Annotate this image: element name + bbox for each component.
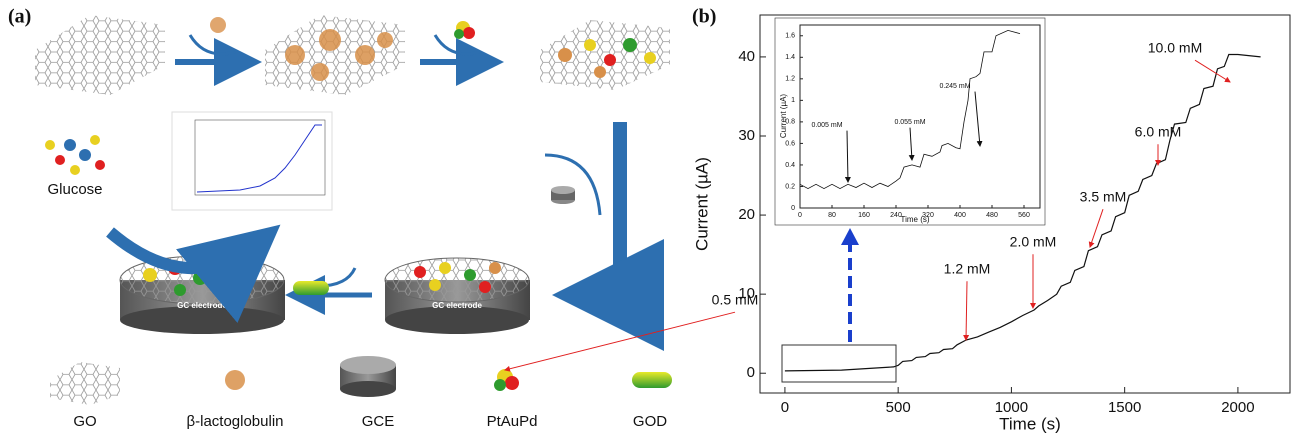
y-tick-label: 40 bbox=[738, 48, 755, 65]
arrow bbox=[545, 155, 600, 215]
panel-label: (b) bbox=[692, 6, 716, 28]
annotation-arrow bbox=[505, 312, 735, 370]
y-tick-label: 1.6 bbox=[785, 33, 795, 40]
legend-label: β-lactoglobulin bbox=[186, 413, 283, 430]
ptaupd-icon bbox=[463, 27, 475, 39]
y-tick-label: 0.4 bbox=[785, 162, 795, 169]
annotation: 0.245 mM bbox=[939, 83, 970, 90]
x-tick-label: 2000 bbox=[1221, 399, 1254, 416]
annotation: 0.055 mM bbox=[894, 119, 925, 126]
y-tick-label: 1 bbox=[791, 97, 795, 104]
scheme: GC electrode GC electrode Glucose bbox=[35, 15, 672, 405]
y-tick-label: 0 bbox=[747, 364, 755, 381]
glucose-molecule bbox=[45, 135, 105, 175]
ptaupd-icon bbox=[454, 29, 464, 39]
legend-icons bbox=[50, 356, 672, 405]
annotation: 2.0 mM bbox=[1010, 234, 1057, 250]
annotation: 0.005 mM bbox=[811, 122, 842, 129]
legend-label: GCE bbox=[362, 413, 395, 430]
x-tick-label: 560 bbox=[1018, 212, 1030, 219]
panel-label: (a) bbox=[8, 6, 31, 28]
electrode-label: GC electrode bbox=[432, 301, 482, 310]
annotation: 3.5 mM bbox=[1080, 189, 1127, 205]
arrow bbox=[190, 35, 235, 54]
x-axis-label: Time (s) bbox=[999, 414, 1061, 433]
annotation-arrow bbox=[1195, 60, 1230, 82]
electrode-label: GC electrode bbox=[177, 301, 227, 310]
x-tick-label: 480 bbox=[986, 212, 998, 219]
y-axis-label: Current (µA) bbox=[692, 157, 711, 251]
x-tick-label: 0 bbox=[798, 212, 802, 219]
annotation: 0.5 mM bbox=[712, 292, 759, 308]
legend-label: GOD bbox=[633, 413, 667, 430]
figure: (a) (b) bbox=[0, 0, 1299, 438]
electrode bbox=[385, 258, 530, 334]
x-tick-label: 80 bbox=[828, 212, 836, 219]
y-tick-label: 1.4 bbox=[785, 54, 795, 61]
zoom-arrow-head bbox=[841, 228, 859, 245]
god-icon bbox=[293, 281, 329, 295]
y-tick-label: 1.2 bbox=[785, 76, 795, 83]
x-tick-label: 0 bbox=[781, 399, 789, 416]
y-tick-label: 20 bbox=[738, 206, 755, 223]
legend-label: GO bbox=[73, 413, 96, 430]
x-axis-label: Time (s) bbox=[900, 215, 929, 224]
y-tick-label: 30 bbox=[738, 127, 755, 144]
x-tick-label: 160 bbox=[858, 212, 870, 219]
x-tick-label: 500 bbox=[886, 399, 911, 416]
annotation: 1.2 mM bbox=[944, 261, 991, 277]
protein-icon bbox=[210, 17, 226, 33]
y-axis-label: Current (µA) bbox=[779, 94, 788, 139]
legend-label: PtAuPd bbox=[487, 413, 538, 430]
y-tick-label: 0 bbox=[791, 205, 795, 212]
annotation-arrow bbox=[1090, 209, 1103, 247]
y-tick-label: 0.6 bbox=[785, 140, 795, 147]
go-sheet bbox=[35, 15, 165, 95]
annotation-arrow bbox=[966, 281, 967, 340]
x-tick-label: 1500 bbox=[1108, 399, 1141, 416]
legend: GO β-lactoglobulin GCE PtAuPd GOD bbox=[73, 413, 667, 430]
glucose-label: Glucose bbox=[47, 181, 102, 198]
mini-chart bbox=[172, 112, 332, 210]
gce-icon bbox=[551, 186, 575, 194]
y-tick-label: 0.2 bbox=[785, 183, 795, 190]
x-tick-label: 1000 bbox=[995, 399, 1028, 416]
annotation: 6.0 mM bbox=[1135, 124, 1182, 140]
x-tick-label: 400 bbox=[954, 212, 966, 219]
annotation: 10.0 mM bbox=[1148, 40, 1202, 56]
zoom-box bbox=[782, 345, 896, 382]
